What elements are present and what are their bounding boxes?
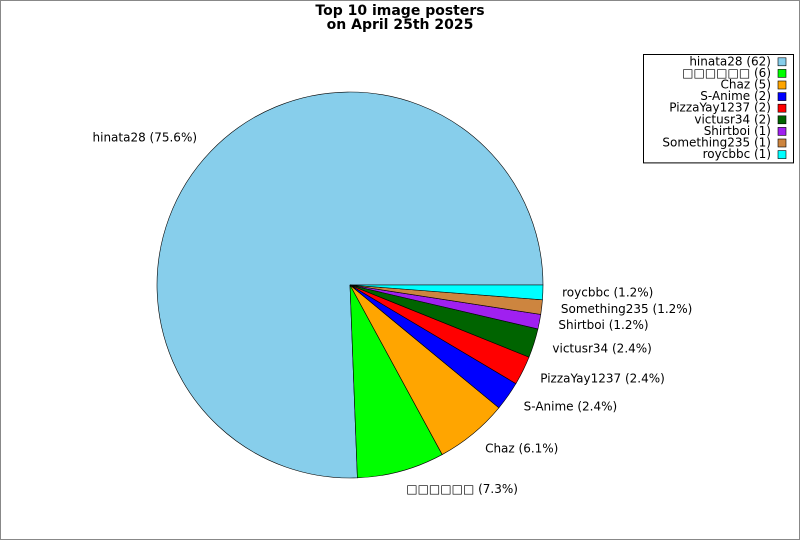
legend-label: hinata28 (62) xyxy=(689,54,771,68)
legend-swatch xyxy=(777,80,787,90)
legend-label: Shirtboi (1) xyxy=(704,124,771,138)
legend-swatch xyxy=(777,150,787,159)
chart-title: Top 10 image posters xyxy=(315,3,484,19)
legend-swatch xyxy=(777,138,787,148)
slice-label: PizzaYay1237 (2.4%) xyxy=(540,372,665,386)
legend-swatch xyxy=(777,92,787,101)
slice-label: hinata28 (75.6%) xyxy=(93,130,198,144)
legend-label: S-Anime (2) xyxy=(700,89,771,103)
legend-label: victusr34 (2) xyxy=(694,112,771,126)
chart-title: on April 25th 2025 xyxy=(327,17,474,33)
slice-label: victusr34 (2.4%) xyxy=(552,342,651,356)
pie-slice xyxy=(349,284,544,301)
legend-label: Chaz (5) xyxy=(721,78,771,92)
legend-swatch xyxy=(777,103,787,113)
legend-swatch xyxy=(777,127,787,136)
legend-label: roycbbc (1) xyxy=(703,147,771,161)
legend-swatch xyxy=(777,69,787,78)
slice-label: roycbbc (1.2%) xyxy=(562,286,653,300)
pie-slice xyxy=(156,91,544,479)
legend-label: PizzaYay1237 (2) xyxy=(669,101,771,115)
legend-label: Something235 (1) xyxy=(662,136,771,150)
slice-label: Shirtboi (1.2%) xyxy=(558,318,648,332)
legend-label: □□□□□□ (6) xyxy=(682,66,771,80)
slice-label: Chaz (6.1%) xyxy=(485,441,558,455)
legend-swatch xyxy=(777,57,787,67)
legend-box xyxy=(643,54,794,164)
legend-swatch xyxy=(777,115,787,125)
slice-label: S-Anime (2.4%) xyxy=(524,400,618,414)
slice-label: □□□□□□ (7.3%) xyxy=(406,482,518,496)
slice-label: Something235 (1.2%) xyxy=(561,302,692,316)
